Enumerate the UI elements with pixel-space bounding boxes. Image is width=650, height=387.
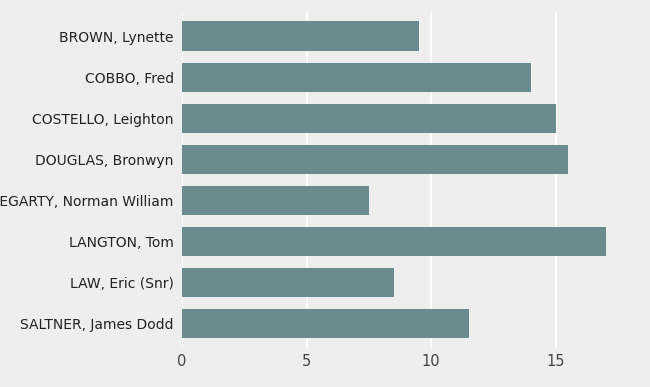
Bar [182,268,394,297]
Bar [182,21,419,51]
Bar [182,104,556,133]
Bar [182,227,606,256]
Bar [182,63,531,92]
Bar [182,186,369,215]
Bar [182,145,568,174]
Bar [182,309,469,339]
